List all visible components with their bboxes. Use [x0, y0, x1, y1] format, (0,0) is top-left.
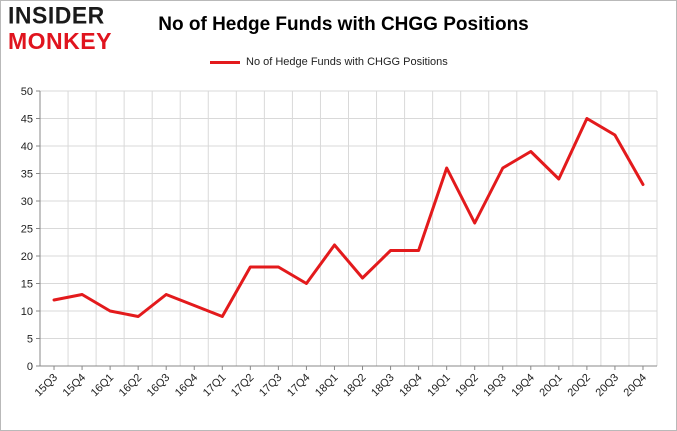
x-tick-label: 19Q2: [453, 372, 481, 400]
x-tick-label: 18Q1: [313, 372, 341, 400]
chart-legend: No of Hedge Funds with CHGG Positions: [210, 54, 448, 70]
x-tick-label: 18Q4: [397, 372, 425, 400]
series-line: [52, 117, 645, 318]
x-tick-label: 17Q1: [201, 372, 229, 400]
x-tick-label: 16Q3: [145, 372, 173, 400]
y-tick-label: 5: [27, 334, 33, 346]
x-tick-label: 17Q4: [285, 372, 313, 400]
data-point: [193, 304, 196, 307]
x-tick-label: 17Q2: [229, 372, 257, 400]
x-tick-label: 20Q1: [537, 372, 565, 400]
data-point: [501, 166, 504, 170]
x-tick-label: 15Q3: [33, 372, 61, 400]
data-point: [221, 315, 224, 318]
data-point: [529, 150, 532, 153]
chart-title: No of Hedge Funds with CHGG Positions: [158, 14, 529, 35]
data-point: [613, 133, 617, 137]
y-tick-label: 35: [21, 169, 33, 181]
data-point: [52, 298, 56, 302]
insider-monkey-logo: INSIDER MONKEY: [8, 1, 126, 56]
data-point: [277, 265, 280, 269]
x-tick-label: 20Q3: [594, 372, 622, 400]
x-tick-label: 20Q4: [622, 372, 650, 400]
y-tick-label: 15: [21, 279, 33, 291]
x-tick-label: 15Q4: [61, 372, 89, 400]
data-point: [80, 293, 84, 296]
data-point: [361, 276, 364, 280]
x-tick-label: 19Q1: [425, 372, 453, 400]
y-tick-label: 45: [21, 114, 33, 126]
data-point: [473, 221, 476, 225]
data-point: [585, 117, 589, 120]
legend-label: No of Hedge Funds with CHGG Positions: [246, 56, 448, 68]
y-tick-label: 40: [21, 141, 33, 153]
data-point: [417, 249, 420, 252]
data-point: [641, 183, 645, 186]
legend-swatch: [210, 60, 240, 64]
x-tick-label: 17Q3: [257, 372, 285, 400]
data-point: [108, 309, 112, 313]
x-tick-label: 18Q2: [341, 372, 369, 400]
x-tick-label: 19Q4: [509, 372, 537, 400]
x-tick-label: 19Q3: [481, 372, 509, 400]
y-tick-label: 30: [21, 196, 33, 208]
x-tick-label: 16Q1: [89, 372, 117, 400]
y-tick-label: 10: [21, 306, 33, 318]
x-tick-label: 16Q4: [173, 372, 201, 400]
x-tick-label: 18Q3: [369, 372, 397, 400]
x-tick-label: 20Q2: [565, 372, 593, 400]
data-point: [165, 293, 168, 296]
x-tick-label: 16Q2: [117, 372, 145, 400]
data-point: [136, 315, 140, 318]
data-point: [557, 177, 561, 181]
logo-text-insider: INSIDER: [8, 1, 105, 29]
data-point: [333, 243, 336, 247]
logo-text-monkey: MONKEY: [8, 28, 112, 54]
data-point: [249, 265, 252, 269]
y-tick-label: 25: [21, 224, 33, 236]
y-tick-label: 50: [21, 86, 33, 98]
data-point: [305, 282, 308, 285]
y-tick-label: 20: [21, 251, 33, 263]
y-tick-label: 0: [27, 361, 33, 373]
data-point: [445, 166, 448, 170]
data-point: [389, 249, 392, 252]
